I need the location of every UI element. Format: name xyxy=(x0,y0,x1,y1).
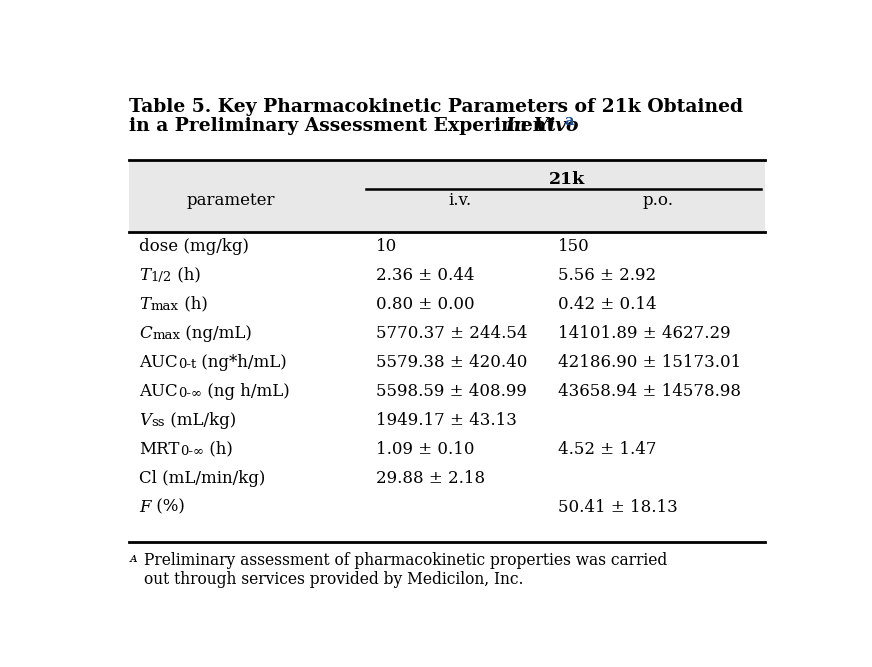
Text: 5598.59 ± 408.99: 5598.59 ± 408.99 xyxy=(376,383,527,400)
Text: (mL/kg): (mL/kg) xyxy=(165,412,236,429)
Text: MRT: MRT xyxy=(140,441,180,458)
Text: (%): (%) xyxy=(151,499,185,516)
Text: 1/2: 1/2 xyxy=(151,271,172,284)
Text: 1949.17 ± 43.13: 1949.17 ± 43.13 xyxy=(376,412,517,429)
Text: i.v.: i.v. xyxy=(449,192,472,209)
Text: 0.80 ± 0.00: 0.80 ± 0.00 xyxy=(376,295,474,313)
Text: 4.52 ± 1.47: 4.52 ± 1.47 xyxy=(558,441,657,458)
Text: 0-t: 0-t xyxy=(178,358,196,372)
Text: 0-∞: 0-∞ xyxy=(178,388,202,400)
Text: V: V xyxy=(140,412,152,429)
Text: 21k: 21k xyxy=(548,171,585,188)
Text: 5.56 ± 2.92: 5.56 ± 2.92 xyxy=(558,267,657,283)
Text: AUC: AUC xyxy=(140,383,178,400)
Text: 2.36 ± 0.44: 2.36 ± 0.44 xyxy=(376,267,474,283)
Text: in a Preliminary Assessment Experiment: in a Preliminary Assessment Experiment xyxy=(129,117,562,135)
Text: C: C xyxy=(140,325,152,342)
Text: (ng/mL): (ng/mL) xyxy=(181,325,252,342)
Text: 5579.38 ± 420.40: 5579.38 ± 420.40 xyxy=(376,354,528,371)
Text: dose (mg/kg): dose (mg/kg) xyxy=(140,237,249,255)
Text: parameter: parameter xyxy=(187,192,276,209)
Text: 43658.94 ± 14578.98: 43658.94 ± 14578.98 xyxy=(558,383,741,400)
Text: (h): (h) xyxy=(204,441,233,458)
Text: (ng*h/mL): (ng*h/mL) xyxy=(196,354,287,371)
Text: 42186.90 ± 15173.01: 42186.90 ± 15173.01 xyxy=(558,354,742,371)
Text: 10: 10 xyxy=(376,237,397,255)
Text: 0.42 ± 0.14: 0.42 ± 0.14 xyxy=(558,295,657,313)
Text: 5770.37 ± 244.54: 5770.37 ± 244.54 xyxy=(376,325,528,342)
Text: F: F xyxy=(140,499,151,516)
Text: Preliminary assessment of pharmacokinetic properties was carried
out through ser: Preliminary assessment of pharmacokineti… xyxy=(144,552,667,588)
Text: max: max xyxy=(152,329,181,342)
Text: p.o.: p.o. xyxy=(643,192,673,209)
Text: (ng h/mL): (ng h/mL) xyxy=(202,383,290,400)
Text: T: T xyxy=(140,295,151,313)
Text: Cl (mL/min/kg): Cl (mL/min/kg) xyxy=(140,470,266,487)
Text: In Vivo: In Vivo xyxy=(505,117,578,135)
Text: 150: 150 xyxy=(558,237,590,255)
Text: 1.09 ± 0.10: 1.09 ± 0.10 xyxy=(376,441,474,458)
Text: Table 5. Key Pharmacokinetic Parameters of 21k Obtained: Table 5. Key Pharmacokinetic Parameters … xyxy=(129,98,744,116)
Bar xyxy=(129,159,765,231)
Text: ᴀ: ᴀ xyxy=(129,552,137,564)
Text: AUC: AUC xyxy=(140,354,178,371)
Text: T: T xyxy=(140,267,151,283)
Text: 0-∞: 0-∞ xyxy=(180,446,204,458)
Text: 50.41 ± 18.13: 50.41 ± 18.13 xyxy=(558,499,678,516)
Text: (h): (h) xyxy=(179,295,208,313)
Text: 29.88 ± 2.18: 29.88 ± 2.18 xyxy=(376,470,485,487)
Text: max: max xyxy=(151,300,179,313)
Text: 14101.89 ± 4627.29: 14101.89 ± 4627.29 xyxy=(558,325,731,342)
Text: a: a xyxy=(564,115,574,129)
Text: (h): (h) xyxy=(172,267,201,283)
Text: ss: ss xyxy=(152,416,165,430)
